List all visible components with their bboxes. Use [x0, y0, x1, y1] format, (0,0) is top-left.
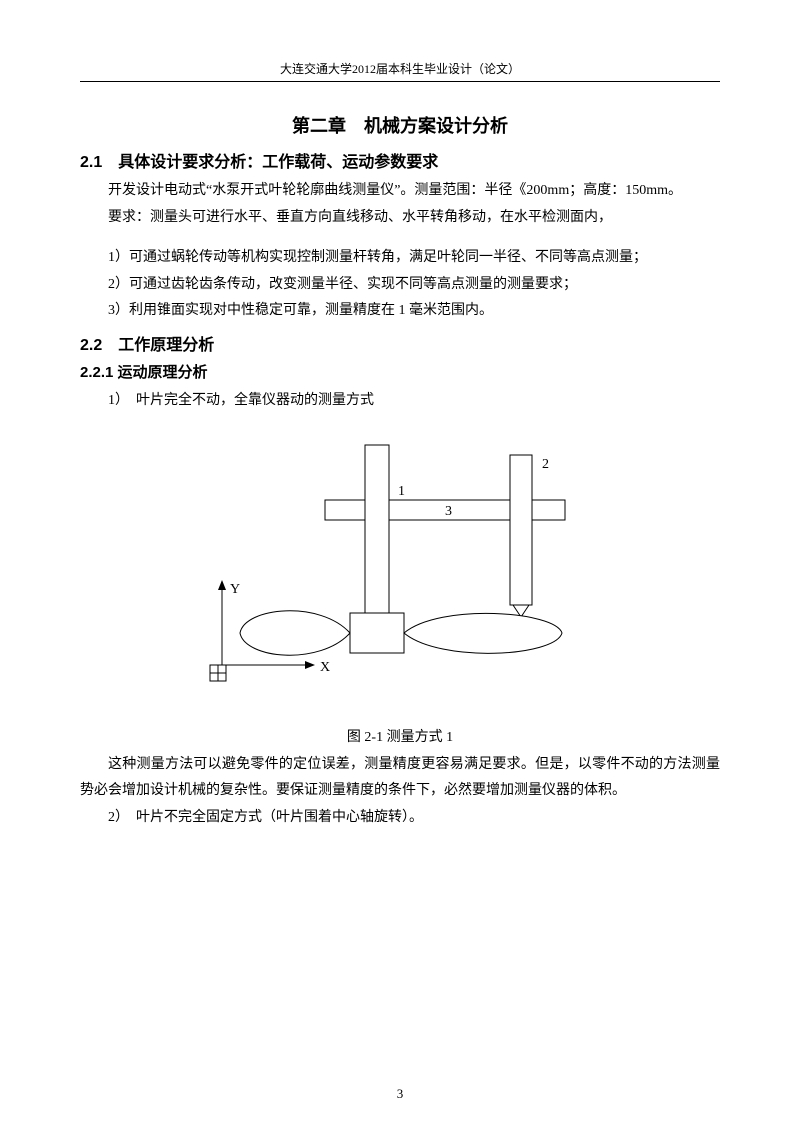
- diagram-blade-left: [240, 610, 350, 654]
- diagram-label-2: 2: [542, 457, 549, 472]
- diagram-blade-right: [404, 613, 562, 653]
- page-header: 大连交通大学2012届本科生毕业设计（论文）: [80, 60, 720, 82]
- paragraph: 开发设计电动式“水泵开式叶轮轮廓曲线测量仪”。测量范围：半径《200mm；高度：…: [80, 178, 720, 205]
- chapter-title: 第二章 机械方案设计分析: [80, 112, 720, 138]
- list-item: 3）利用锥面实现对中性稳定可靠，测量精度在 1 毫米范围内。: [80, 298, 720, 325]
- arrowhead-up-icon: [218, 580, 226, 590]
- paragraph: 要求：测量头可进行水平、垂直方向直线移动、水平转角移动，在水平检测面内，: [80, 205, 720, 232]
- section-2-1-title: 2.1 具体设计要求分析：工作载荷、运动参数要求: [80, 148, 720, 172]
- diagram-label-3: 3: [445, 504, 452, 519]
- page-number: 3: [0, 1086, 800, 1102]
- list-item: 1）可通过蜗轮传动等机构实现控制测量杆转角，满足叶轮同一半径、不同等高点测量；: [80, 245, 720, 272]
- list-item: 2）可通过齿轮齿条传动，改变测量半径、实现不同等高点测量的测量要求；: [80, 272, 720, 299]
- diagram-label-y: Y: [230, 582, 240, 597]
- blank-line: [80, 231, 720, 245]
- figure-2-1: 1 2 3 X Y: [80, 435, 720, 720]
- diagram-label-1: 1: [398, 484, 405, 499]
- diagram-bar-vertical-2: [510, 455, 532, 605]
- diagram-bar-vertical-1: [365, 445, 389, 625]
- diagram-svg: 1 2 3 X Y: [190, 435, 610, 715]
- diagram-hub: [350, 613, 404, 653]
- diagram-label-x: X: [320, 660, 330, 675]
- section-2-2-title: 2.2 工作原理分析: [80, 331, 720, 355]
- section-2-2-1-title: 2.2.1 运动原理分析: [80, 361, 720, 382]
- figure-caption: 图 2-1 测量方式 1: [80, 726, 720, 746]
- list-item: 2） 叶片不完全固定方式（叶片围着中心轴旋转）。: [80, 805, 720, 832]
- paragraph: 这种测量方法可以避免零件的定位误差，测量精度更容易满足要求。但是，以零件不动的方…: [80, 752, 720, 805]
- arrowhead-right-icon: [305, 661, 315, 669]
- list-item: 1） 叶片完全不动，全靠仪器动的测量方式: [80, 388, 720, 415]
